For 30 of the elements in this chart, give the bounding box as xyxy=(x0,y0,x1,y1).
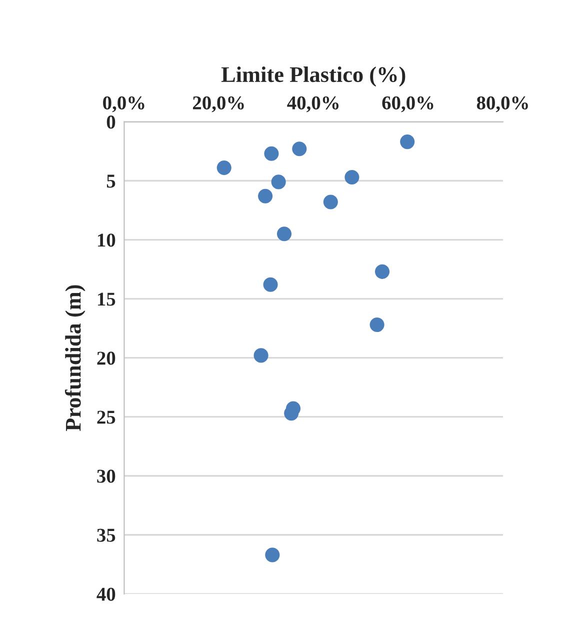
point xyxy=(258,188,273,204)
point xyxy=(400,134,415,150)
x-tick-label: 60,0% xyxy=(382,96,434,112)
x-tick-label: 40,0% xyxy=(287,96,339,112)
y-axis-title: Profundida (m) xyxy=(64,285,86,432)
point xyxy=(254,348,268,363)
point xyxy=(344,170,360,185)
point xyxy=(323,194,338,210)
point xyxy=(370,317,384,332)
y-tick-label: 35 xyxy=(97,528,116,542)
point xyxy=(216,160,232,176)
x-axis-title: Limite Plastico (%) xyxy=(221,66,406,87)
y-tick-label: 20 xyxy=(97,352,116,365)
x-tick-label: 80,0% xyxy=(476,96,528,112)
point xyxy=(265,548,280,562)
x-tick-label: 20,0% xyxy=(192,96,244,112)
point xyxy=(264,146,279,161)
point xyxy=(271,174,286,190)
y-tick-label: 5 xyxy=(106,174,116,188)
x-tick-label: 0,0% xyxy=(103,96,144,112)
y-tick-label: 0 xyxy=(106,116,116,129)
y-tick-label: 40 xyxy=(96,588,116,601)
point xyxy=(292,142,307,156)
point xyxy=(263,277,278,292)
y-tick-label: 25 xyxy=(97,410,116,424)
y-tick-label: 15 xyxy=(98,292,116,306)
y-tick-label: 30 xyxy=(97,470,116,483)
y-tick-label: 10 xyxy=(98,234,116,247)
point xyxy=(374,264,390,279)
point xyxy=(276,226,292,242)
